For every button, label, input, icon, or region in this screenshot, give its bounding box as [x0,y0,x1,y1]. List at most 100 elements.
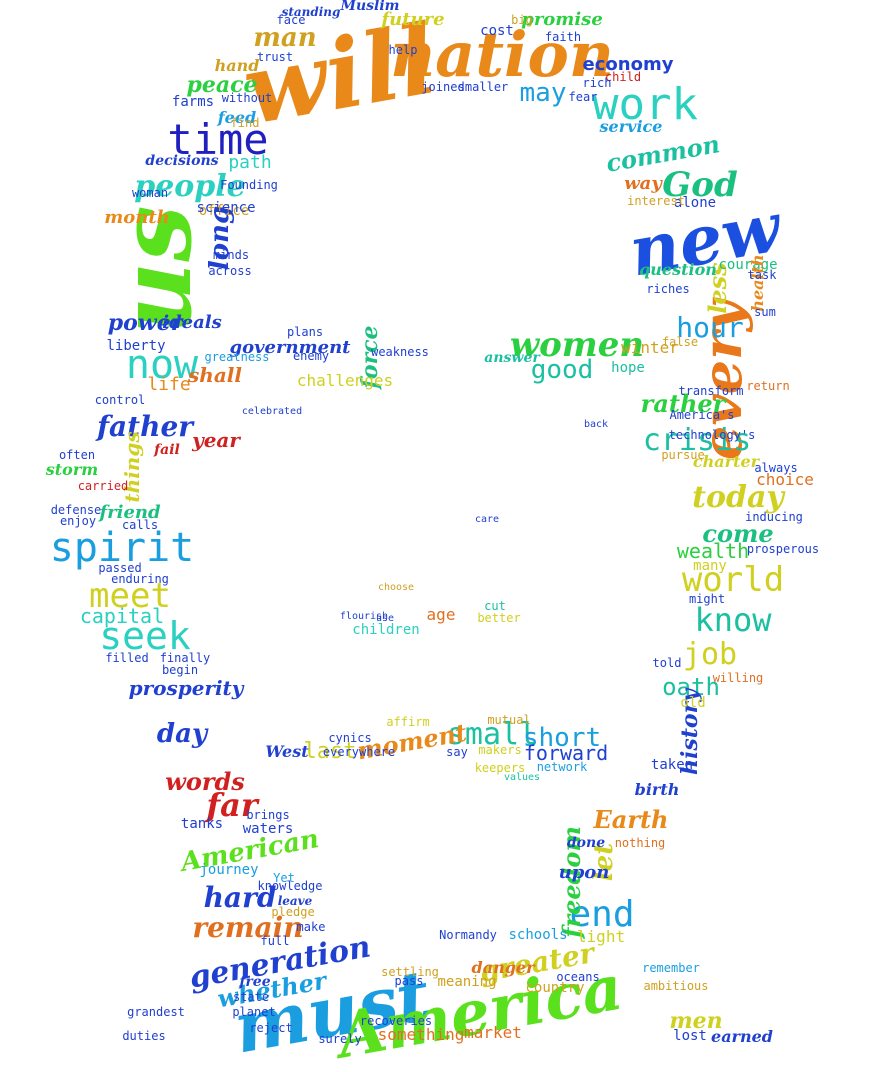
cloud-word: standing [281,5,341,19]
cloud-word: task [747,268,777,282]
cloud-word: ideals [162,312,222,333]
cloud-word: friend [99,502,161,523]
cloud-word: short [522,723,602,753]
cloud-word: carried [77,479,129,493]
cloud-word: old [680,695,706,711]
cloud-word: challenges [296,371,394,390]
cloud-word: network [536,760,588,774]
cloud-word: make [296,920,326,934]
cloud-word: men [669,1008,723,1034]
cloud-word: peace [186,72,258,98]
cloud-word: market [464,1023,522,1042]
cloud-word: Yet [273,871,295,885]
cloud-word: small [446,717,538,752]
cloud-word: care [474,514,500,525]
cloud-word: return [746,379,790,393]
cloud-word: schools [508,927,568,943]
cloud-word: question [639,260,717,279]
cloud-word: last [303,739,357,764]
cloud-word: age [426,605,456,624]
cloud-word: finally [159,651,211,665]
cloud-word: might [688,592,726,606]
cloud-word: oath [662,673,720,701]
cloud-word: always [754,461,798,475]
cloud-word: winter [621,338,679,357]
cloud-word: begin [161,663,199,677]
cloud-word: office [198,203,250,219]
cloud-word: Muslim [340,0,400,14]
cloud-word: women [509,325,645,365]
cloud-word: flourish [339,611,389,622]
cloud-word: passed [98,561,142,575]
cloud-word: defense [50,503,102,517]
cloud-word: waters [242,821,294,837]
cloud-word: say [446,745,468,759]
cloud-word: spirit [49,525,195,571]
cloud-word: lost [673,1028,707,1044]
cloud-word: capital [79,604,165,628]
cloud-word: West [265,742,309,761]
cloud-word: trust [256,50,294,64]
cloud-word: big [511,13,533,27]
cloud-word: enjoy [59,514,97,528]
cloud-word: answer [484,350,540,366]
cloud-word: nation [390,18,614,91]
cloud-word: taken [650,757,694,773]
cloud-word: tanks [180,816,224,832]
cloud-word: something [377,1025,465,1044]
cloud-word: state [232,990,270,1004]
cloud-word: done [566,835,606,851]
cloud-word: cynics [328,731,372,745]
cloud-word: fail [154,442,180,458]
cloud-word: riches [646,282,690,296]
cloud-word: hour [676,311,744,344]
cloud-word: choose [377,582,415,593]
cloud-word: Founding [220,178,278,192]
cloud-word: words [165,767,245,796]
cloud-word: everywhere [322,745,396,759]
cloud-word: government [229,337,351,358]
cloud-word: farms [171,94,215,110]
cloud-word: Normandy [439,928,497,942]
cloud-word: people [134,169,246,204]
cloud-word: leave [277,894,313,908]
cloud-word: transform [678,384,744,398]
cloud-word: enemy [292,349,330,363]
cloud-word: across [208,264,252,278]
cloud-word: God [662,165,738,205]
cloud-word: woman [131,186,169,200]
cloud-word: hand [214,56,260,75]
cloud-word: upon [558,862,610,883]
cloud-word: hard [203,881,277,914]
cloud-word: technology's [668,428,756,442]
cloud-word: told [652,656,682,670]
cloud-word: without [221,91,273,105]
cloud-word: nothing [614,836,666,850]
cloud-word: day [156,719,208,749]
cloud-word: service [599,117,663,136]
cloud-word: free [239,974,271,990]
cloud-word: pursue [661,448,705,462]
cloud-word: planet [232,1005,276,1019]
cloud-word: oceans [556,970,600,984]
cloud-word: end [569,894,635,935]
cloud-word: courage [718,257,778,273]
word-cloud: will nation us new must America work time every s… [45,0,820,1072]
cloud-word: light [576,927,626,946]
cloud-word: often [58,448,96,462]
cloud-word: duties [122,1029,166,1043]
cloud-word: fear [568,90,598,104]
cloud-word: prosperous [746,542,820,556]
cloud-word: remain [192,911,304,944]
cloud-word: health [748,254,767,312]
cloud-word: come [702,519,774,548]
cloud-word: find [230,116,260,130]
cloud-word: far [206,786,258,824]
cloud-word: alone [673,195,717,211]
cloud-word: recoveries [359,1014,433,1028]
cloud-word: promise [521,9,603,30]
cloud-word: father [96,410,194,443]
cloud-word: smaller [457,80,509,94]
cloud-word: storm [45,460,99,479]
cloud-word: sum [754,305,776,319]
